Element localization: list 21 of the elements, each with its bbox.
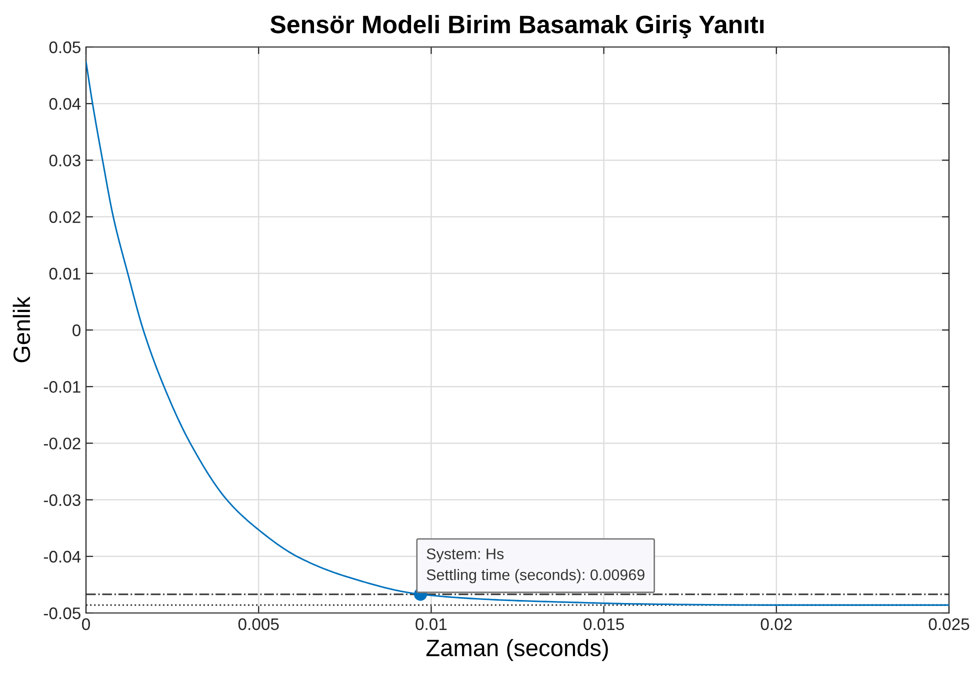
y-tick-label: 0.02 [49, 211, 80, 224]
chart-title: Sensör Modeli Birim Basamak Giriş Yanıtı [270, 14, 764, 38]
y-tick-label: -0.04 [44, 550, 81, 563]
x-tick-label: 0.005 [238, 618, 279, 630]
x-tick-label: 0.015 [584, 618, 624, 630]
y-tick-label: 0.01 [49, 268, 80, 280]
x-axis-title: Zaman (seconds) [426, 638, 608, 661]
y-axis-title: Genlik [12, 296, 30, 362]
y-tick-label: 0 [72, 324, 80, 336]
y-tick-label: 0.05 [49, 41, 80, 54]
x-tick-label: 0.02 [760, 618, 792, 630]
x-tick-label: 0.025 [928, 618, 970, 630]
y-tick-label: -0.03 [44, 494, 80, 506]
x-tick-label: 0 [82, 618, 90, 630]
y-tick-label: 0.03 [49, 154, 80, 166]
x-tick-label: 0.01 [416, 618, 447, 630]
y-tick-label: -0.05 [44, 607, 80, 620]
y-tick-label: 0.04 [49, 98, 81, 110]
y-tick-label: -0.01 [44, 381, 80, 393]
y-tick-label: -0.02 [44, 438, 80, 450]
annotation: System: Hs Settling time (seconds): 0.00969 [426, 548, 644, 584]
